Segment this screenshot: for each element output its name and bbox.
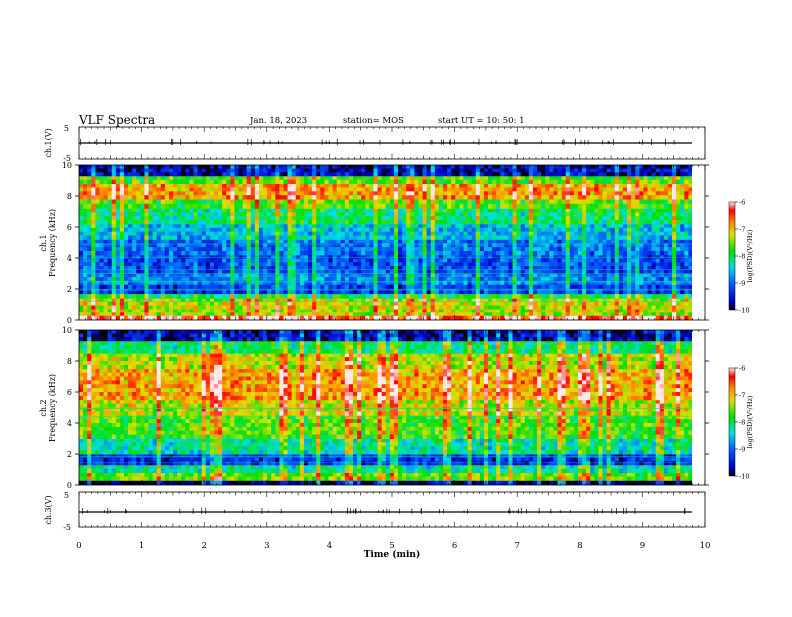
ch2-spectrogram-panel: 0 2 4 6 8 10 ch.2 Frequency (kHz) -6 -7 -8 -9 -10…: [39, 326, 754, 490]
colorbar-tick-label: -9: [739, 280, 745, 288]
ch3-waveform-ylabel: ch.3(V): [44, 495, 53, 524]
ch1-waveform-spikes: [81, 139, 675, 146]
time-tick-label: 8: [577, 541, 582, 551]
ch1-ytick-top: 5: [64, 124, 69, 133]
ch2-spectrogram-ylabel-frequency: Frequency (kHz): [48, 374, 57, 442]
time-tick-label: 10: [700, 541, 711, 551]
ch1-waveform-panel: 5 -5 ch.1(V): [44, 124, 705, 163]
ch3-ytick-top: 5: [64, 491, 69, 500]
time-tick-label: 7: [514, 541, 519, 551]
time-tick-label: 0: [76, 541, 81, 551]
colorbar-tick-label: -6: [739, 199, 745, 207]
frequency-tick-label: 0: [67, 481, 72, 490]
frequency-tick-label: 10: [62, 161, 72, 170]
frequency-tick-label: 2: [67, 285, 72, 294]
ch1-colorbar-gradient: [729, 202, 735, 310]
colorbar-tick-label: -8: [739, 419, 745, 427]
frequency-tick-label: 8: [67, 357, 72, 366]
ch2-spectrogram-ylabel-channel: ch.2: [39, 399, 48, 416]
ch1-spectrogram-ylabel-frequency: Frequency (kHz): [48, 209, 57, 277]
colorbar-tick-label: -10: [739, 473, 749, 481]
time-tick-label: 4: [327, 541, 332, 551]
ch1-spectrogram-panel: 0 2 4 6 8 10 ch.1 Frequency (kHz) -6 -7 -8 -9 -10…: [39, 161, 754, 325]
colorbar-tick-label: -9: [739, 446, 745, 454]
frequency-tick-label: 6: [67, 223, 72, 232]
colorbar-tick-label: -8: [739, 253, 745, 261]
ch2-colorbar-gradient: [729, 368, 735, 476]
colorbar-tick-label: -7: [739, 226, 745, 234]
colorbar-tick-label: -7: [739, 392, 745, 400]
time-axis-label: Time (min): [364, 549, 421, 560]
figure-title: VLF Spectra: [78, 113, 155, 127]
ch3-waveform-panel: 5 -5 ch.3(V): [44, 491, 705, 532]
ch2-colorbar-label: log(PSD)(V²/Hz): [746, 395, 754, 448]
time-tick-label: 9: [640, 541, 645, 551]
ch1-waveform-ylabel: ch.1(V): [44, 128, 53, 157]
frequency-tick-label: 4: [67, 419, 72, 428]
frequency-tick-label: 8: [67, 192, 72, 201]
time-tick-label: 6: [452, 541, 457, 551]
time-tick-label: 1: [139, 541, 144, 551]
frequency-tick-label: 0: [67, 316, 72, 325]
colorbar-tick-label: -10: [739, 307, 749, 315]
ch1-spectrogram-image: [79, 165, 693, 320]
frequency-tick-label: 6: [67, 388, 72, 397]
header-date: Jan. 18, 2023: [249, 116, 307, 126]
header-station: station= MOS: [343, 116, 404, 126]
ch2-spectrogram-image: [79, 330, 693, 485]
time-tick-label: 2: [201, 541, 206, 551]
frequency-tick-label: 4: [67, 254, 72, 263]
ch1-spectrogram-ylabel-channel: ch.1: [39, 234, 48, 251]
ch1-colorbar: -6 -7 -8 -9 -10 log(PSD)(V²/Hz): [729, 199, 754, 315]
ch3-waveform-frame: [79, 492, 705, 527]
ch3-waveform-spikes: [83, 508, 685, 515]
colorbar-tick-label: -6: [739, 365, 745, 373]
header-start-time: start UT = 10: 50: 1: [438, 116, 525, 126]
ch1-colorbar-label: log(PSD)(V²/Hz): [746, 229, 754, 282]
ch3-ytick-bottom: -5: [63, 523, 71, 532]
frequency-tick-label: 10: [62, 326, 72, 335]
time-tick-label: 3: [264, 541, 269, 551]
ch2-colorbar: -6 -7 -8 -9 -10 log(PSD)(V²/Hz): [729, 365, 754, 481]
frequency-tick-label: 2: [67, 450, 72, 459]
